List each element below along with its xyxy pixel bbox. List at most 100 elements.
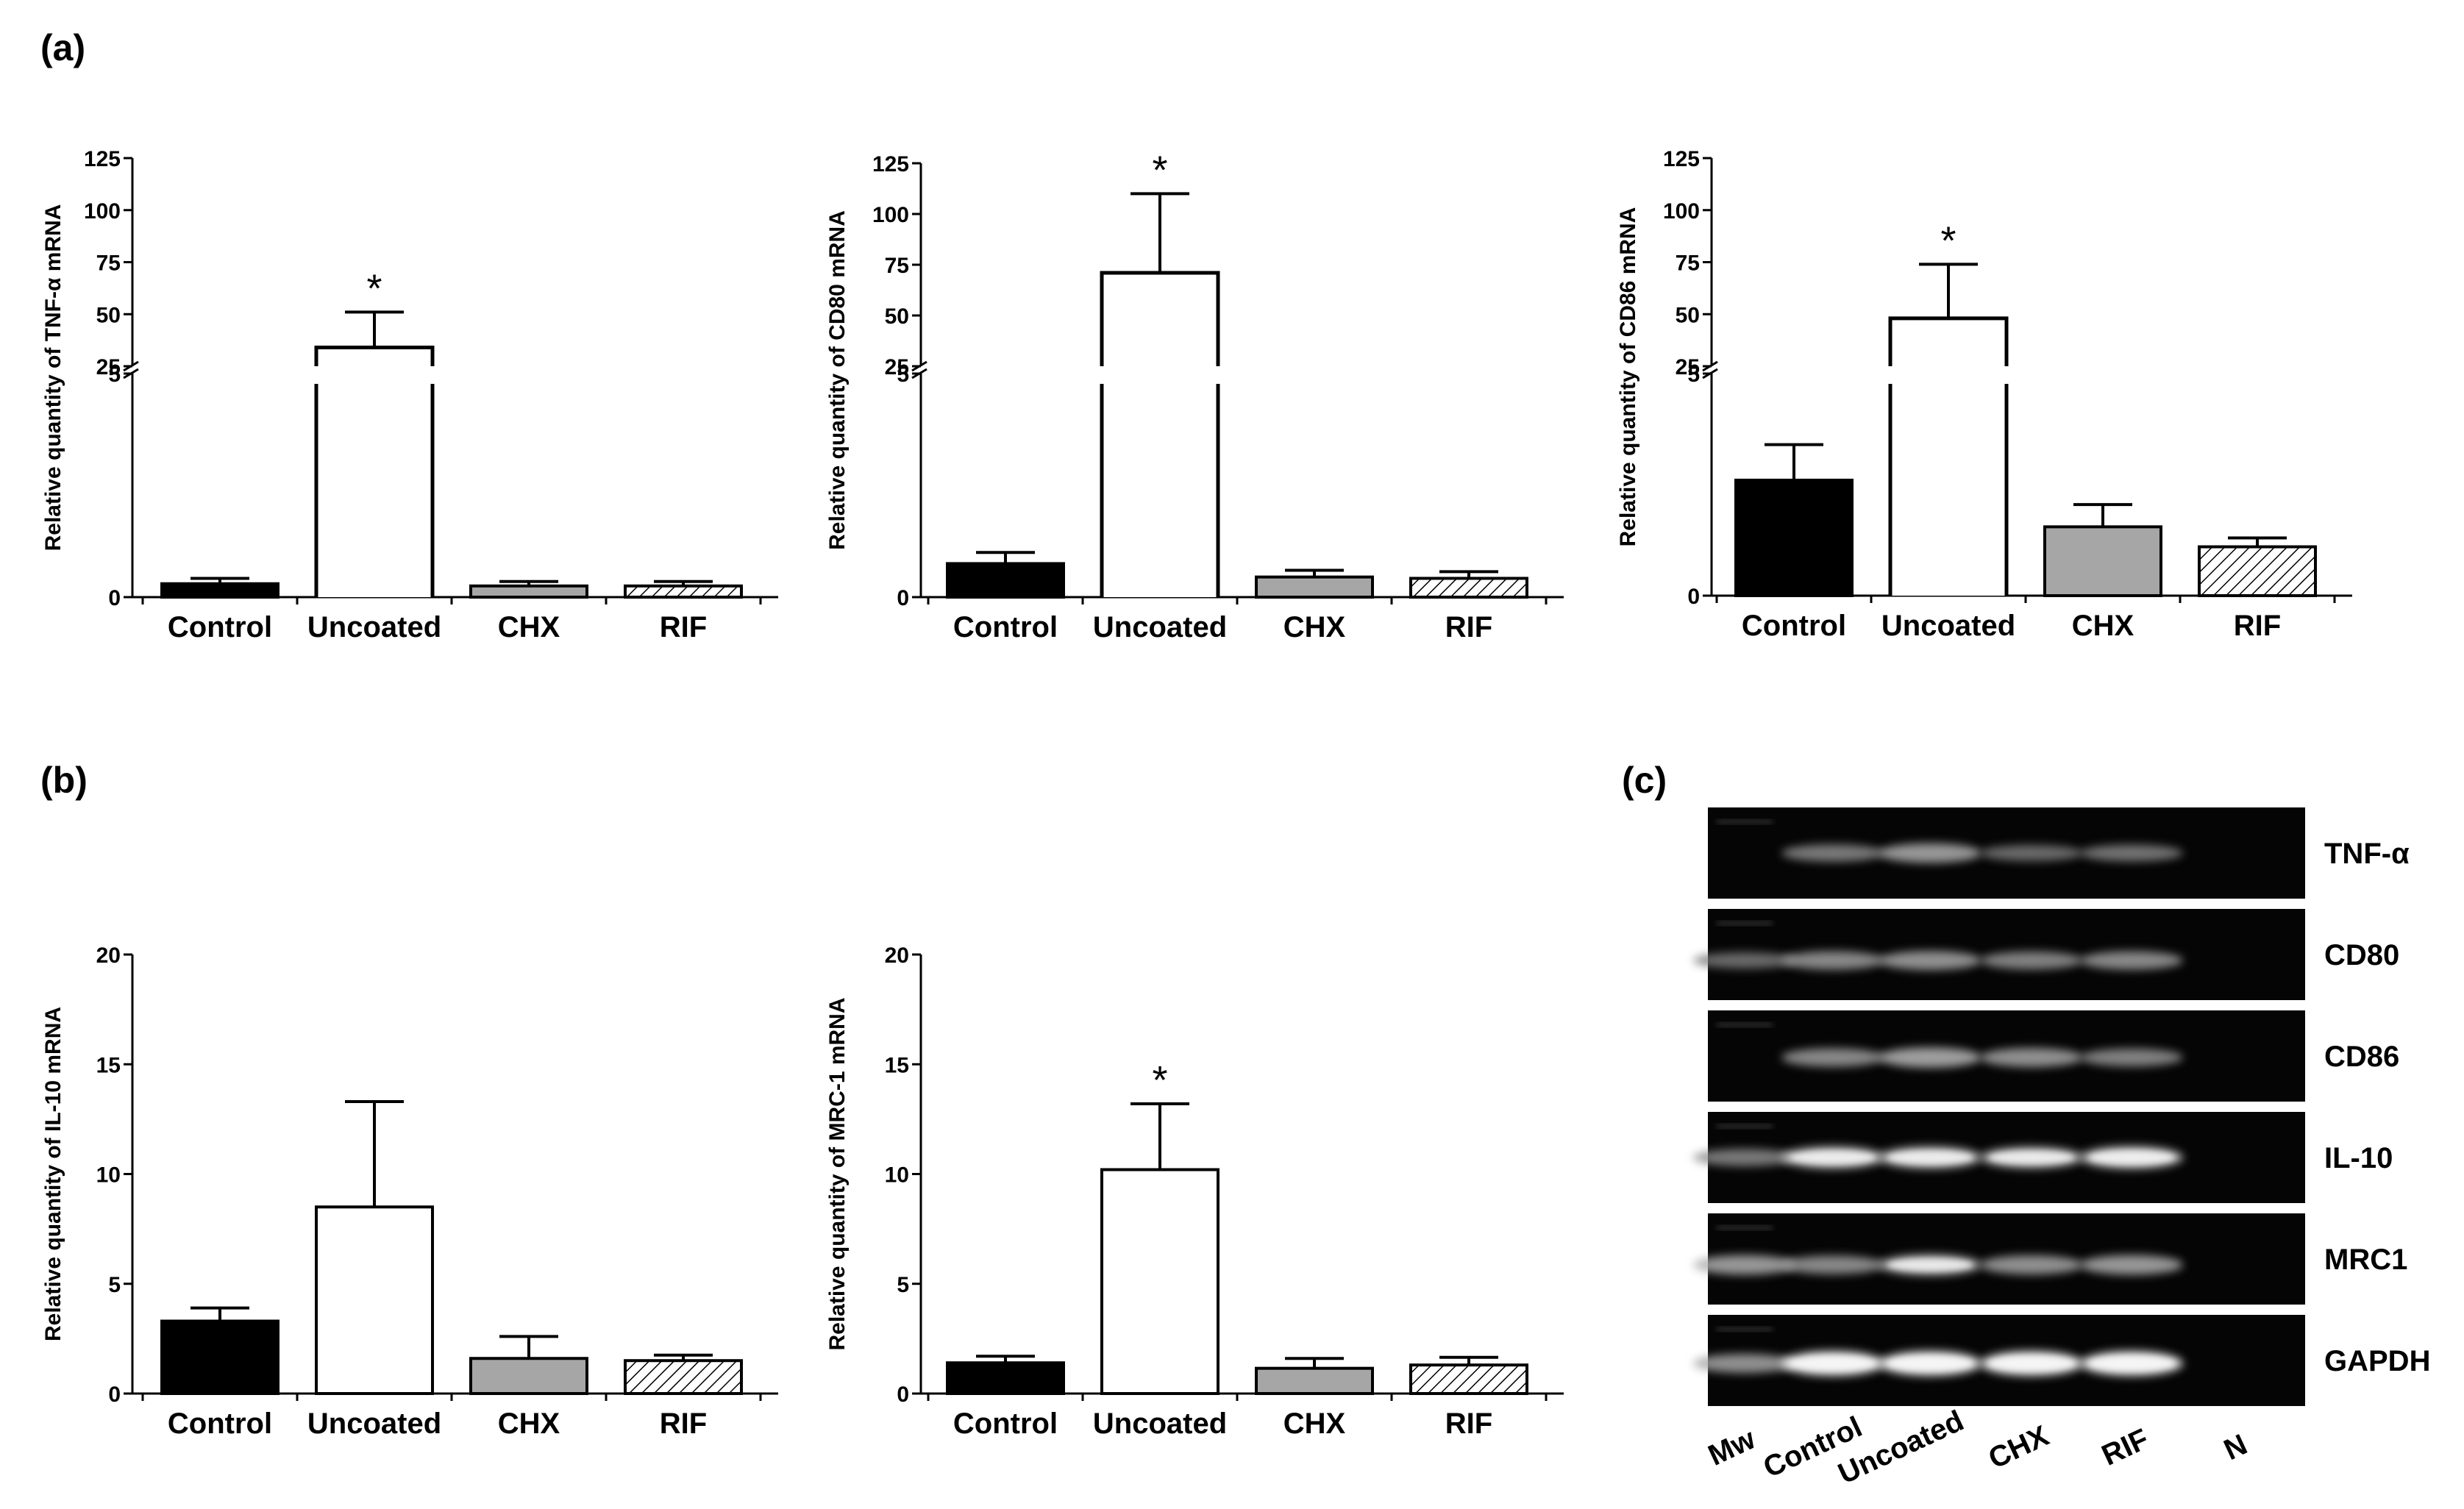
category-label-chx: CHX bbox=[498, 611, 560, 643]
gel-band-core bbox=[1790, 1356, 1876, 1371]
bar-control bbox=[1734, 478, 1854, 598]
bar-chx bbox=[469, 584, 588, 599]
significance-star: * bbox=[366, 266, 382, 310]
significance-star: * bbox=[1152, 148, 1167, 192]
y-tick-label: 20 bbox=[96, 943, 121, 968]
y-tick-label: 75 bbox=[885, 254, 909, 278]
category-label-rif: RIF bbox=[660, 1408, 707, 1440]
y-tick-label: 100 bbox=[84, 199, 121, 224]
y-tick-label: 10 bbox=[885, 1163, 909, 1188]
bar-chx bbox=[1255, 575, 1374, 599]
gel-band bbox=[2080, 1255, 2183, 1275]
category-label-uncoated: Uncoated bbox=[307, 611, 441, 643]
bar-control bbox=[946, 1361, 1065, 1395]
category-label-chx: CHX bbox=[498, 1408, 560, 1440]
gel-lane-label-rif: RIF bbox=[2097, 1423, 2154, 1472]
gel-band bbox=[2080, 1048, 2183, 1067]
bar-control bbox=[160, 582, 279, 599]
gel-gene-label-gapdh: GAPDH bbox=[2324, 1345, 2430, 1377]
bar-rif bbox=[1409, 1363, 1528, 1395]
category-label-rif: RIF bbox=[1445, 611, 1492, 643]
gel-strip-cd86: CD86 bbox=[1708, 1010, 2399, 1102]
gel-band bbox=[1879, 843, 1981, 863]
y-tick-label: 0 bbox=[108, 586, 121, 610]
y-tick-label: 100 bbox=[1663, 199, 1700, 224]
bar-uncoated bbox=[1100, 1168, 1219, 1396]
gel-band bbox=[2080, 951, 2183, 970]
panel-label-b: (b) bbox=[40, 760, 88, 801]
gel-band bbox=[1781, 844, 1884, 862]
y-tick-label: 5 bbox=[897, 363, 909, 387]
chart-4: 0 5 10 15 20 Relative quantity of IL-10 mRNA C… bbox=[41, 943, 778, 1440]
gel-band bbox=[1693, 1354, 1796, 1373]
bar-uncoated bbox=[315, 1205, 434, 1396]
gel-band-core bbox=[1887, 1258, 1973, 1271]
y-tick-label: 5 bbox=[897, 1273, 909, 1297]
y-axis-label: Relative quantity of IL-10 mRNA bbox=[41, 1007, 65, 1341]
gel-band-core bbox=[1887, 1151, 1973, 1164]
chart-2: 25 50 75 100 125 0 5 Relative quantity of CD80 … bbox=[825, 148, 1564, 643]
category-label-rif: RIF bbox=[660, 611, 707, 643]
bar-uncoated-upper-fill bbox=[1102, 273, 1218, 366]
y-tick-label: 125 bbox=[1663, 147, 1700, 171]
gel-band bbox=[1781, 1048, 1884, 1067]
bar-chx bbox=[469, 1357, 588, 1395]
gel-ladder bbox=[1717, 1227, 1773, 1229]
category-label-uncoated: Uncoated bbox=[1881, 610, 2015, 642]
y-tick-label: 5 bbox=[108, 1273, 121, 1297]
gel-band bbox=[1980, 951, 2083, 970]
y-axis-label: Relative quantity of CD80 mRNA bbox=[825, 210, 850, 550]
gel-band bbox=[1781, 1255, 1884, 1274]
gel-gene-label-il-10: IL-10 bbox=[2324, 1142, 2393, 1174]
gel-gene-label-cd86: CD86 bbox=[2324, 1041, 2399, 1073]
category-label-uncoated: Uncoated bbox=[307, 1408, 441, 1440]
y-tick-label: 125 bbox=[872, 152, 909, 176]
bar-rif bbox=[1409, 577, 1528, 599]
y-tick-label: 125 bbox=[84, 147, 121, 171]
gel-band bbox=[1693, 952, 1796, 968]
y-axis-label: Relative quantity of MRC-1 mRNA bbox=[825, 997, 850, 1350]
category-label-control: Control bbox=[953, 611, 1058, 643]
bar-chx bbox=[2043, 525, 2162, 598]
bar-uncoated-lower-fill bbox=[1102, 384, 1218, 597]
panel-label-c: (c) bbox=[1622, 760, 1667, 801]
bar-uncoated bbox=[1100, 271, 1220, 366]
gel-band bbox=[1980, 1255, 2083, 1274]
category-label-rif: RIF bbox=[2234, 610, 2281, 642]
gel-ladder bbox=[1717, 1125, 1773, 1127]
gel-band bbox=[1781, 951, 1884, 970]
y-axis-label: Relative quantity of CD86 mRNA bbox=[1616, 207, 1640, 547]
y-tick-label: 25 bbox=[96, 355, 121, 379]
bar-uncoated-lower bbox=[1888, 384, 2009, 596]
category-label-rif: RIF bbox=[1445, 1408, 1492, 1440]
gel-lane-label-n: N bbox=[2219, 1428, 2252, 1466]
gel-image: TNF-αCD80CD86IL-10MRC1GAPDHMwControlUnco… bbox=[1693, 807, 2430, 1491]
gel-strip-mrc1: MRC1 bbox=[1693, 1213, 2407, 1305]
y-tick-label: 0 bbox=[897, 1383, 909, 1407]
bar-control bbox=[160, 1319, 279, 1395]
y-tick-label: 20 bbox=[885, 943, 909, 968]
gel-band-core bbox=[1887, 1356, 1973, 1371]
y-tick-label: 5 bbox=[108, 363, 121, 387]
gel-band-core bbox=[1989, 1356, 2074, 1371]
gel-band bbox=[1980, 845, 2083, 861]
gel-ladder bbox=[1717, 1024, 1773, 1026]
gel-gene-label-mrc1: MRC1 bbox=[2324, 1244, 2407, 1276]
y-tick-label: 100 bbox=[872, 203, 909, 227]
y-tick-label: 50 bbox=[1676, 303, 1700, 327]
significance-star: * bbox=[1152, 1058, 1167, 1102]
chart-1: 25 50 75 100 125 0 5 Relative quantity of TNF-α… bbox=[41, 147, 778, 643]
gel-ladder bbox=[1717, 1328, 1773, 1330]
gel-lane-label-mw: Mw bbox=[1703, 1422, 1761, 1471]
bar-uncoated-lower bbox=[314, 384, 435, 597]
gel-strip-tnf: TNF-α bbox=[1708, 807, 2410, 899]
gel-lane-label-chx: CHX bbox=[1984, 1419, 2054, 1475]
y-tick-label: 10 bbox=[96, 1163, 121, 1188]
y-tick-label: 75 bbox=[1676, 252, 1700, 276]
bar-control bbox=[946, 562, 1065, 599]
gel-gene-label-cd80: CD80 bbox=[2324, 939, 2399, 971]
bar-uncoated bbox=[314, 346, 435, 366]
chart-3: 25 50 75 100 125 0 5 Relative quantity of CD86 … bbox=[1616, 147, 2352, 642]
y-tick-label: 15 bbox=[885, 1053, 909, 1077]
